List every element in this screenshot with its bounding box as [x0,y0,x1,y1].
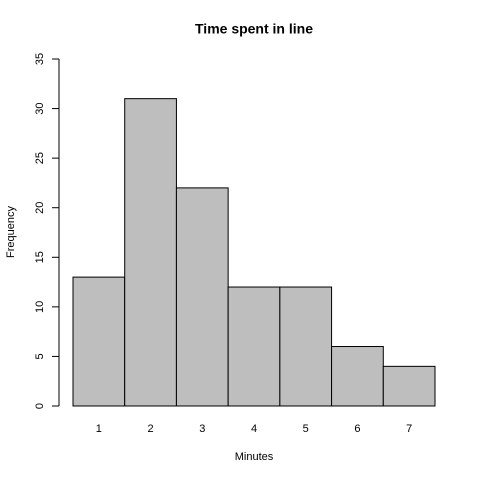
y-tick-label: 25 [34,152,46,164]
bar [72,276,126,407]
x-tick-label: 1 [96,423,102,435]
y-tick-label: 15 [34,251,46,263]
x-tick-label: 6 [354,423,360,435]
bar [227,286,281,407]
x-axis-label: Minutes [235,451,274,463]
y-tick-label: 35 [34,53,46,65]
x-tick-label: 5 [303,423,309,435]
x-tick-label: 4 [251,423,257,435]
bar [331,346,384,407]
x-tick-label: 7 [406,423,412,435]
bar [279,286,333,407]
bar [382,365,436,407]
y-axis-label: Frequency [5,206,17,258]
x-tick-label: 2 [148,423,154,435]
chart-title: Time spent in line [195,21,313,37]
y-tick-label: 0 [34,403,46,409]
y-tick-label: 10 [34,301,46,313]
y-tick-label: 30 [34,102,46,114]
y-tick-label: 5 [34,353,46,359]
bar [124,98,177,407]
bar [175,187,229,407]
x-tick-label: 3 [199,423,205,435]
y-tick-label: 20 [34,202,46,214]
